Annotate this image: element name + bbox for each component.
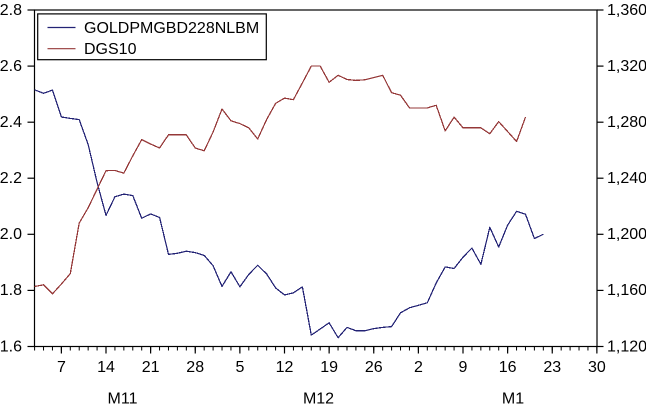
svg-text:14: 14 (97, 359, 115, 376)
svg-text:28: 28 (186, 359, 204, 376)
svg-text:2.0: 2.0 (0, 226, 22, 243)
svg-text:5: 5 (235, 359, 244, 376)
svg-text:2.4: 2.4 (0, 114, 22, 131)
svg-text:1,240: 1,240 (607, 170, 646, 187)
svg-text:2: 2 (414, 359, 423, 376)
svg-text:1.6: 1.6 (0, 338, 22, 355)
svg-text:9: 9 (459, 359, 468, 376)
svg-text:2.8: 2.8 (0, 2, 22, 19)
svg-text:30: 30 (588, 359, 606, 376)
svg-text:M1: M1 (502, 391, 524, 405)
svg-text:DGS10: DGS10 (84, 41, 137, 58)
svg-text:M11: M11 (108, 391, 138, 405)
svg-text:2.6: 2.6 (0, 58, 22, 75)
svg-text:16: 16 (499, 359, 517, 376)
svg-text:M12: M12 (303, 391, 334, 405)
svg-text:2.2: 2.2 (0, 170, 22, 187)
svg-text:1.8: 1.8 (0, 282, 22, 299)
svg-text:1,160: 1,160 (607, 282, 646, 299)
svg-text:21: 21 (142, 359, 160, 376)
svg-text:1,200: 1,200 (607, 226, 646, 243)
svg-text:1,120: 1,120 (607, 338, 646, 355)
svg-text:1,280: 1,280 (607, 114, 646, 131)
svg-text:19: 19 (320, 359, 338, 376)
svg-text:1,360: 1,360 (607, 2, 646, 19)
svg-text:GOLDPMGBD228NLBM: GOLDPMGBD228NLBM (84, 20, 259, 37)
svg-text:1,320: 1,320 (607, 58, 646, 75)
svg-text:7: 7 (57, 359, 66, 376)
svg-text:26: 26 (365, 359, 383, 376)
svg-text:23: 23 (543, 359, 561, 376)
svg-text:12: 12 (276, 359, 294, 376)
